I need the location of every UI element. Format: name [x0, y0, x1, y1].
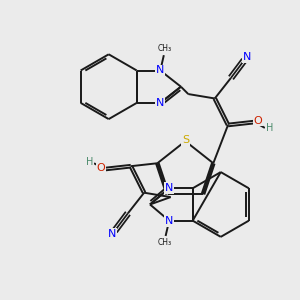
Text: N: N: [243, 52, 251, 62]
Text: O: O: [254, 116, 262, 126]
Text: H: H: [86, 157, 93, 167]
Text: CH₃: CH₃: [158, 238, 172, 247]
Text: N: N: [156, 65, 164, 76]
Text: N: N: [107, 229, 116, 239]
Text: S: S: [182, 135, 189, 145]
Text: N: N: [165, 216, 173, 226]
Text: H: H: [266, 123, 273, 133]
Text: N: N: [165, 183, 173, 193]
Text: CH₃: CH₃: [158, 44, 172, 53]
Text: O: O: [97, 163, 105, 173]
Text: N: N: [156, 98, 164, 108]
